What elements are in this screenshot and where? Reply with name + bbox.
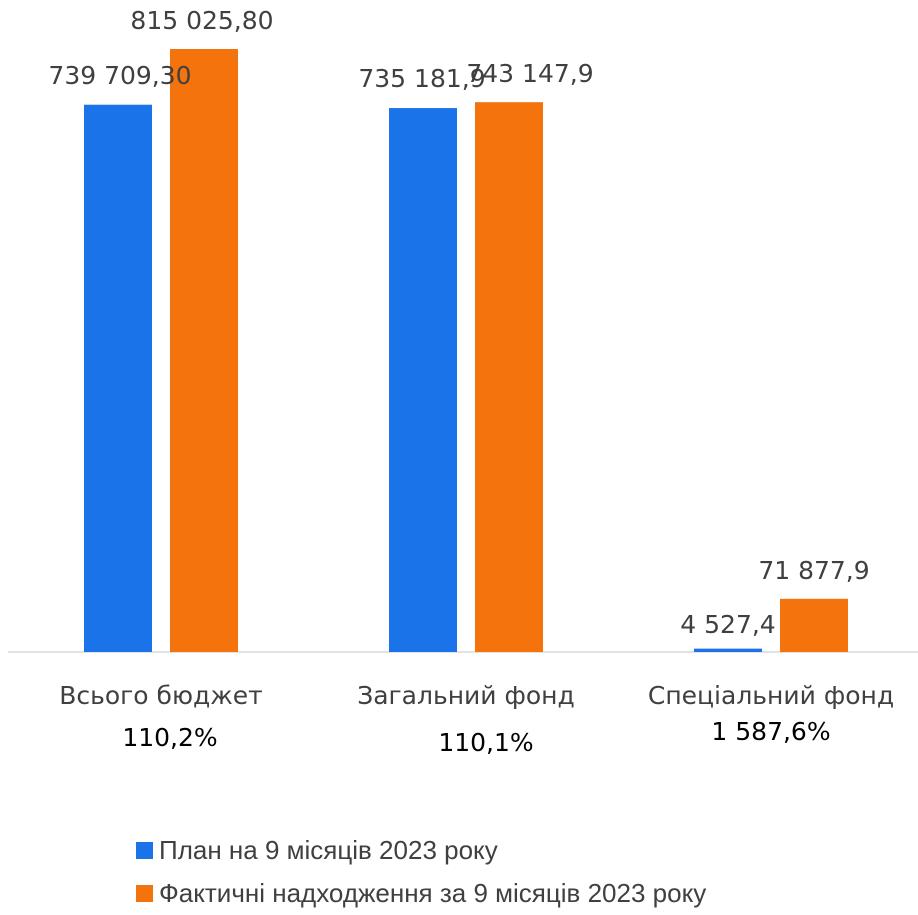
bar-plan-1	[389, 108, 457, 653]
bar-actual-1	[475, 102, 543, 653]
category-label-0: Всього бюджет	[59, 681, 263, 710]
legend-item-actual: Фактичні надходження за 9 місяців 2023 р…	[136, 878, 706, 909]
legend-label-actual: Фактичні надходження за 9 місяців 2023 р…	[159, 878, 707, 908]
legend-swatch-plan	[136, 842, 153, 859]
value-label-actual-0: 815 025,80	[130, 6, 273, 35]
category-labels-group: Всього бюджет Загальний фонд Спеціальний ф…	[59, 681, 894, 757]
bar-chart: 739 709,30 735 181,9 4 527,4 815 025,80 743 …	[8, 6, 918, 757]
value-label-plan-1: 735 181,9	[358, 64, 485, 93]
legend-label-plan: План на 9 місяців 2023 року	[159, 835, 498, 865]
category-label-1: Загальний фонд	[357, 681, 575, 710]
category-label-2: Спеціальний фонд	[648, 681, 894, 710]
legend-item-plan: План на 9 місяців 2023 року	[136, 835, 498, 866]
legend-swatch-actual	[136, 885, 153, 902]
bar-actual-2	[780, 598, 848, 652]
percent-label-2: 1 587,6%	[711, 717, 830, 746]
bar-plan-0	[84, 104, 152, 652]
value-label-plan-0: 739 709,30	[48, 61, 191, 90]
value-label-actual-2: 71 877,9	[758, 556, 869, 585]
value-labels-group: 739 709,30 735 181,9 4 527,4 815 025,80 743 …	[48, 6, 869, 639]
percent-label-0: 110,2%	[122, 723, 217, 752]
bars-group	[84, 49, 848, 653]
value-label-plan-2: 4 527,4	[680, 610, 775, 639]
percent-label-1: 110,1%	[438, 728, 533, 757]
value-label-actual-1: 743 147,9	[466, 59, 593, 88]
bar-actual-0	[170, 49, 238, 652]
bar-plan-2	[694, 648, 762, 652]
